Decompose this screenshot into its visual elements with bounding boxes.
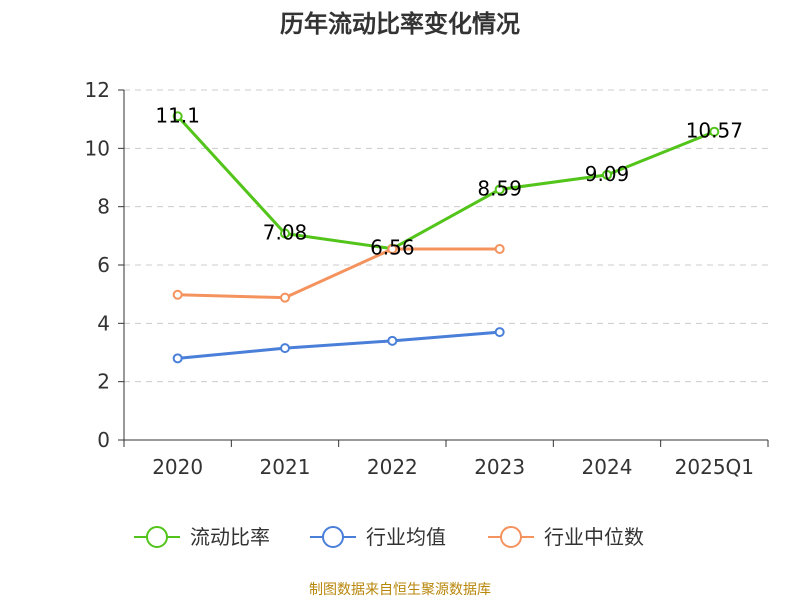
data-point-0-2024 — [602, 169, 612, 180]
data-point-1-2021 — [280, 343, 290, 354]
y-tick-label-0: 0 — [97, 428, 110, 452]
data-label-0-2020: 11.1 — [155, 103, 200, 127]
grid — [124, 89, 768, 383]
y-tick-label-6: 6 — [97, 253, 110, 277]
data-point-0-2021 — [280, 228, 290, 239]
data-label-0-2022: 6.56 — [370, 236, 415, 260]
y-tick-label-4: 4 — [97, 311, 110, 335]
y-tick-label-12: 12 — [85, 78, 110, 102]
legend-label-2: 行业中位数 — [544, 525, 644, 549]
data-point-2-2022 — [387, 243, 398, 254]
y-tick-label-10: 10 — [85, 136, 110, 160]
x-tick-label-2024: 2024 — [582, 455, 633, 479]
legend-item-1[interactable]: 行业均值 — [310, 525, 446, 549]
legend[interactable]: 流动比率 行业均值 行业中位数 — [134, 525, 644, 549]
y-tick-label-8: 8 — [97, 195, 110, 219]
series-line-2 — [176, 247, 502, 300]
series-layer — [172, 111, 720, 364]
data-point-1-2023 — [494, 327, 505, 338]
legend-item-2[interactable]: 行业中位数 — [488, 525, 644, 549]
legend-marker-1 — [322, 526, 344, 548]
x-tick-label-2025Q1: 2025Q1 — [675, 455, 754, 479]
data-point-0-2023 — [494, 184, 505, 195]
data-point-2-2020 — [172, 289, 183, 300]
x-tick-label-2021: 2021 — [260, 455, 311, 479]
x-tick-label-2020: 2020 — [152, 455, 203, 479]
data-point-1-2020 — [172, 353, 183, 364]
data-point-0-2025Q1 — [709, 126, 720, 137]
legend-item-0[interactable]: 流动比率 — [134, 525, 270, 549]
data-label-0-2024: 9.09 — [585, 162, 630, 186]
series-line-1 — [176, 330, 502, 360]
data-point-0-2020 — [172, 111, 183, 122]
data-label-0-2021: 7.08 — [263, 221, 308, 245]
legend-label-0: 流动比率 — [190, 525, 270, 549]
data-label-0-2023: 8.59 — [477, 176, 522, 200]
source-note: 制图数据来自恒生聚源数据库 — [309, 582, 491, 598]
legend-marker-2 — [500, 526, 522, 548]
y-tick-label-2: 2 — [97, 370, 110, 394]
data-point-1-2022 — [387, 335, 398, 346]
data-label-0-2025Q1: 10.57 — [686, 119, 743, 143]
legend-label-1: 行业均值 — [366, 525, 446, 549]
x-tick-label-2023: 2023 — [474, 455, 525, 479]
data-point-2-2023 — [494, 243, 505, 254]
legend-marker-0 — [146, 526, 168, 548]
data-labels: 11.1 7.08 6.56 8.59 9.09 10.57 — [155, 103, 743, 259]
axes: 0 2 4 6 8 10 12 2020 2021 2022 2023 2024 2025Q1 — [85, 78, 769, 479]
chart-title: 历年流动比率变化情况 — [280, 10, 520, 38]
series-line-0 — [176, 114, 716, 251]
data-point-2-2021 — [280, 292, 290, 303]
x-tick-label-2022: 2022 — [367, 455, 418, 479]
